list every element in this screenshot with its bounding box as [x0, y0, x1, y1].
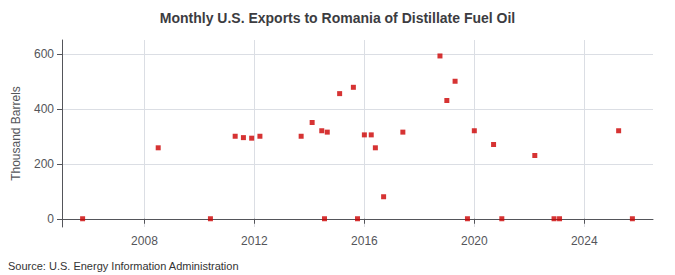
svg-text:0: 0 [47, 212, 54, 226]
svg-text:2020: 2020 [461, 234, 488, 248]
svg-text:200: 200 [34, 157, 54, 171]
svg-text:2012: 2012 [241, 234, 268, 248]
svg-text:2008: 2008 [131, 234, 158, 248]
svg-text:2024: 2024 [571, 234, 598, 248]
svg-text:400: 400 [34, 102, 54, 116]
svg-text:600: 600 [34, 47, 54, 61]
svg-text:2016: 2016 [351, 234, 378, 248]
svg-text:Source: U.S. Energy Informatio: Source: U.S. Energy Information Administ… [8, 260, 239, 272]
svg-text:Monthly U.S. Exports to Romani: Monthly U.S. Exports to Romania of Disti… [160, 10, 515, 26]
svg-text:Thousand Barrels: Thousand Barrels [9, 86, 23, 181]
